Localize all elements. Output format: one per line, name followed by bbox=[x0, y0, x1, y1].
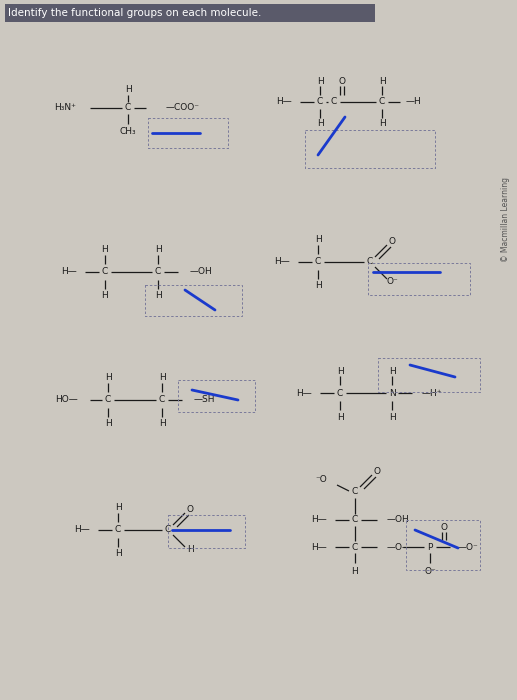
Text: —O—: —O— bbox=[387, 542, 412, 552]
Text: H—: H— bbox=[296, 389, 312, 398]
Text: H—: H— bbox=[74, 526, 90, 535]
Text: C: C bbox=[125, 104, 131, 113]
Bar bbox=[305, 130, 435, 168]
Text: H: H bbox=[115, 550, 121, 559]
Text: H: H bbox=[187, 545, 193, 554]
Text: C: C bbox=[115, 526, 121, 535]
Text: H—: H— bbox=[311, 542, 327, 552]
Text: C: C bbox=[352, 542, 358, 552]
Text: —H⁺: —H⁺ bbox=[422, 389, 443, 398]
Text: H: H bbox=[352, 566, 358, 575]
Text: H: H bbox=[337, 412, 343, 421]
Text: C: C bbox=[331, 97, 337, 106]
Text: H: H bbox=[315, 281, 322, 290]
Text: H: H bbox=[155, 246, 161, 255]
Text: C: C bbox=[165, 526, 171, 535]
Text: C: C bbox=[352, 515, 358, 524]
Bar bbox=[378, 358, 480, 392]
Text: H: H bbox=[316, 120, 323, 129]
Text: H₃N⁺: H₃N⁺ bbox=[54, 104, 76, 113]
Text: H: H bbox=[389, 412, 396, 421]
Text: —O⁻: —O⁻ bbox=[458, 542, 479, 552]
Text: H: H bbox=[115, 503, 121, 512]
Bar bbox=[148, 118, 228, 148]
Text: H—: H— bbox=[276, 97, 292, 106]
Bar bbox=[5, 4, 375, 22]
Text: O⁻: O⁻ bbox=[386, 277, 398, 286]
Bar bbox=[178, 380, 255, 412]
Bar bbox=[168, 515, 245, 548]
Text: H: H bbox=[378, 120, 385, 129]
Text: —SH: —SH bbox=[194, 395, 216, 405]
Text: H: H bbox=[104, 374, 111, 382]
Text: H: H bbox=[104, 419, 111, 428]
Text: ⁻O: ⁻O bbox=[315, 475, 327, 484]
Text: H: H bbox=[316, 78, 323, 87]
Text: C: C bbox=[352, 487, 358, 496]
Bar bbox=[145, 285, 242, 316]
Text: C: C bbox=[317, 97, 323, 106]
Text: H—: H— bbox=[274, 258, 290, 267]
Text: H: H bbox=[159, 374, 165, 382]
Text: —OH: —OH bbox=[190, 267, 213, 276]
Text: O: O bbox=[440, 522, 448, 531]
Text: P: P bbox=[428, 542, 433, 552]
Text: H: H bbox=[337, 367, 343, 375]
Text: H—: H— bbox=[311, 515, 327, 524]
Text: N: N bbox=[389, 389, 396, 398]
Text: O: O bbox=[339, 78, 345, 87]
Text: C: C bbox=[155, 267, 161, 276]
Text: H: H bbox=[159, 419, 165, 428]
Text: —H: —H bbox=[406, 97, 422, 106]
Text: O: O bbox=[373, 468, 381, 477]
Text: CH₃: CH₃ bbox=[120, 127, 136, 136]
Text: H: H bbox=[378, 78, 385, 87]
Text: H: H bbox=[125, 85, 131, 94]
Text: O⁻: O⁻ bbox=[424, 566, 436, 575]
Text: —COO⁻: —COO⁻ bbox=[166, 104, 200, 113]
Text: H: H bbox=[389, 367, 396, 375]
Text: O: O bbox=[187, 505, 193, 514]
Text: © Macmillan Learning: © Macmillan Learning bbox=[500, 178, 509, 262]
Text: C: C bbox=[337, 389, 343, 398]
Text: C: C bbox=[105, 395, 111, 405]
Text: HO—: HO— bbox=[55, 395, 78, 405]
Text: —OH: —OH bbox=[387, 515, 410, 524]
Bar bbox=[368, 263, 470, 295]
Text: H: H bbox=[102, 246, 109, 255]
Bar bbox=[406, 520, 480, 570]
Text: O: O bbox=[388, 237, 396, 246]
Text: H—: H— bbox=[61, 267, 77, 276]
Text: Identify the functional groups on each molecule.: Identify the functional groups on each m… bbox=[8, 8, 262, 18]
Text: H: H bbox=[155, 291, 161, 300]
Text: C: C bbox=[315, 258, 321, 267]
Text: C: C bbox=[367, 258, 373, 267]
Text: C: C bbox=[102, 267, 108, 276]
Text: C: C bbox=[159, 395, 165, 405]
Text: H: H bbox=[102, 291, 109, 300]
Text: C: C bbox=[379, 97, 385, 106]
Text: H: H bbox=[315, 235, 322, 244]
